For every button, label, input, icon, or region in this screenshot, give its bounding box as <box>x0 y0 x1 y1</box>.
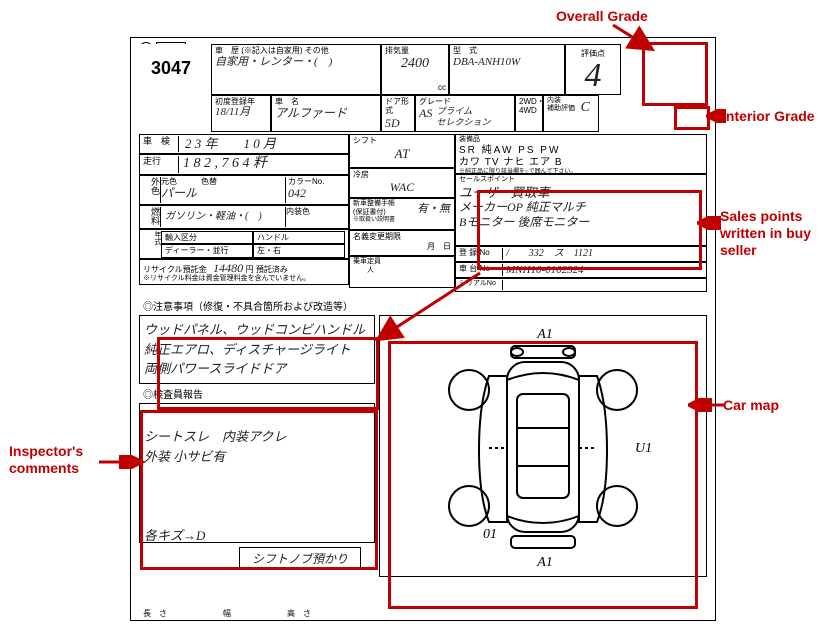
lot-number: 3047 <box>139 44 211 132</box>
fuel-label: 燃料 <box>143 207 161 227</box>
footer-dims: 長さ 幅 高さ <box>143 608 319 619</box>
caution-label: ◎注意事項（修復・不具合箇所および改造等） <box>139 296 707 315</box>
inspector-line1: シートスレ 内装アクレ 外装 小サビ有 <box>144 427 370 466</box>
gradeopt-v2: プライム セレクション <box>436 106 490 128</box>
gradeopt-label: グレード <box>419 97 511 107</box>
auction-sheet: 3047 車 歴 (※記入は自家用) その他 自家用・レンター・( ) 排気量 … <box>130 37 716 621</box>
car-diagram: A1 U1 01 A1 <box>380 316 706 576</box>
recycle-label: リサイクル預託金 <box>143 265 207 274</box>
interior-grade-value: C <box>581 100 590 117</box>
change-value: 月 日 <box>353 242 451 252</box>
aircon-value: WAC <box>353 180 451 194</box>
gradeopt-v1: AS <box>419 106 432 128</box>
equip-row2: カワ TV ナヒ エア B <box>459 157 703 169</box>
regno-value: / 332 ス 1121 <box>503 248 593 260</box>
carname-value: アルファード <box>275 106 377 120</box>
history-label: 車 歴 (※記入は自家用) その他 <box>215 46 377 56</box>
shaken-label: 車 検 <box>143 136 179 152</box>
ann-car-map: Car map <box>723 397 779 413</box>
color-sub: 元色 色替 <box>161 177 285 187</box>
sales-line1: ユーザー買取車 <box>459 185 703 201</box>
shaken-value: 2 3 年 1 0 月 <box>179 136 345 152</box>
inspector-label: ◎検査員報告 <box>139 384 375 403</box>
doors-label: ドア形式 <box>385 97 411 116</box>
recycle-note: ※リサイクル料金は資金管理料金を含んでいません。 <box>143 275 345 283</box>
car-map: A1 U1 01 A1 <box>379 315 707 577</box>
chassis-value: MNH10-0102324 <box>503 264 584 276</box>
recycle-suffix: 円 預託済み <box>246 265 288 274</box>
maint-value: 有・無 <box>417 203 450 216</box>
caution-text: ウッドパネル、ウッドコンビハンドル 純正エアロ、ディスチャージライト 両側パワー… <box>139 315 375 384</box>
model-label: 型 式 <box>453 46 561 56</box>
ann-interior-grade: Interior Grade <box>722 108 815 124</box>
grade-value: 4 <box>569 59 617 93</box>
color-label: 外色 <box>143 177 161 203</box>
recycle-value: 14480 <box>213 261 243 275</box>
side-label: 左・右 <box>253 244 345 258</box>
dealer-label: ディーラー・並行 <box>161 244 253 258</box>
aircon-label: 冷房 <box>353 170 451 180</box>
year-label: 年式 <box>143 231 161 258</box>
inspector-text: シートスレ 内装アクレ 外装 小サビ有 各キズ→D <box>139 403 375 543</box>
sales-line2: メーカーOP 純正マルチ <box>459 200 703 214</box>
ann-inspector: Inspector's comments <box>9 443 83 477</box>
import-label: 輸入区分 <box>161 231 253 245</box>
colorno-value: 042 <box>288 186 345 200</box>
mileage-value: 1 8 2 , 7 6 4 粁 <box>179 156 345 173</box>
mileage-label: 走行 <box>143 156 179 173</box>
maint-note: ※取扱い説明書 <box>353 217 451 224</box>
color-value: パール <box>161 186 285 200</box>
engine-label: 排気量 <box>385 46 445 56</box>
shift-value: AT <box>353 146 451 162</box>
sales-label: セールスポイント <box>459 176 703 184</box>
reg-value: 18/11月 <box>215 106 267 119</box>
sales-line3: Bモニター 後席モニター <box>459 215 703 229</box>
change-label: 名義変更期限 <box>353 232 451 242</box>
intcolor-label: 内装色 <box>286 207 345 217</box>
svg-text:A1: A1 <box>536 555 553 570</box>
doors-value: 5D <box>385 116 411 130</box>
inspector-line2: 各キズ→D <box>144 526 370 546</box>
svg-text:01: 01 <box>483 527 497 542</box>
drive-4wd: 4WD <box>519 106 539 116</box>
model-value: DBA-ANH10W <box>453 56 561 69</box>
history-value: 自家用・レンター・( ) <box>215 56 377 69</box>
drive-2wd: 2WD・ <box>519 97 539 107</box>
engine-value: 2400 <box>385 56 445 73</box>
ann-overall-grade: Overall Grade <box>556 8 648 24</box>
equip-row1: SR 純AW PS PW <box>459 145 703 157</box>
handle-label: ハンドル <box>253 231 345 245</box>
shift-label: シフト <box>353 136 451 146</box>
ann-sales-points: Sales points written in buy seller <box>720 208 811 258</box>
regno-label: 登 録 No <box>459 248 503 260</box>
carname-label: 車 名 <box>275 97 377 107</box>
svg-text:A1: A1 <box>536 327 553 342</box>
colorno-label: カラーNo. <box>288 177 345 187</box>
capacity-label: 乗車定員 人 <box>349 256 455 288</box>
serial-label: シリアルNo <box>459 280 503 290</box>
fuel-value: ガソリン・軽油・( ) <box>161 207 285 227</box>
svg-text:U1: U1 <box>635 441 652 456</box>
chassis-label: 車 台 No <box>459 264 503 276</box>
shift-note: シフトノブ預かり <box>239 547 361 570</box>
equip-label: 装備品 <box>459 136 703 144</box>
reg-label: 初度登録年 <box>215 97 267 107</box>
